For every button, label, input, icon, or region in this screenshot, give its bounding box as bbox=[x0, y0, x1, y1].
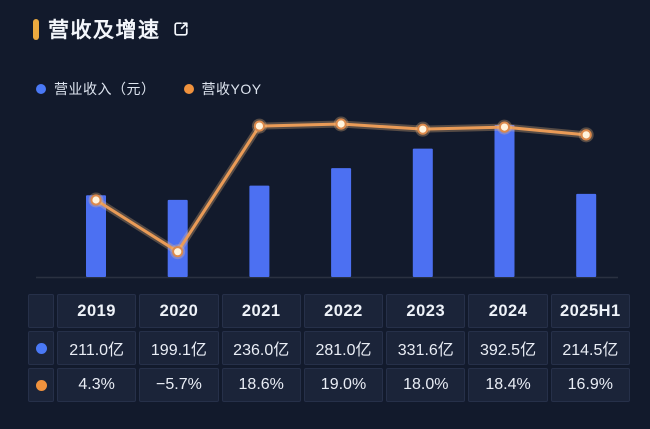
revenue-bar-2023[interactable] bbox=[412, 148, 433, 277]
legend-item-yoy[interactable]: 营收YOY bbox=[183, 79, 262, 99]
combo-chart bbox=[36, 116, 618, 279]
revenue-bar-2020[interactable] bbox=[167, 199, 188, 277]
revenue-bar-2022[interactable] bbox=[331, 168, 352, 277]
table-value-yoy-2023: 18.0% bbox=[386, 368, 466, 402]
table-value-revenue-2022: 281.0亿 bbox=[303, 331, 384, 365]
table-row-icon-cell bbox=[28, 331, 54, 365]
table-year-header-2025H1: 2025H1 bbox=[550, 294, 630, 328]
table-value-yoy-2021: 18.6% bbox=[221, 368, 301, 402]
yoy-point-2025H1[interactable] bbox=[580, 129, 592, 141]
table-year-header-2019: 2019 bbox=[57, 294, 137, 328]
table-value-revenue-2024: 392.5亿 bbox=[468, 331, 548, 365]
yoy-point-2022[interactable] bbox=[335, 118, 347, 130]
data-table: 2019 2020 2021 2022 2023 2024 2025H1 211.0亿 199.… bbox=[28, 294, 630, 402]
revenue-bar-2019[interactable] bbox=[86, 195, 106, 277]
card-header: 营收及增速 bbox=[33, 14, 190, 44]
chart-area bbox=[0, 90, 650, 290]
table-year-header-2024: 2024 bbox=[468, 294, 548, 328]
table-value-revenue-2025H1: 214.5亿 bbox=[550, 331, 630, 365]
table-value-yoy-2020: −5.7% bbox=[139, 368, 219, 402]
blue-dot-icon bbox=[35, 342, 47, 354]
revenue-bar-2024[interactable] bbox=[494, 125, 515, 277]
orange-legend-dot-icon bbox=[183, 84, 194, 94]
revenue-bar-2021[interactable] bbox=[249, 185, 270, 277]
external-link-icon[interactable] bbox=[172, 20, 190, 38]
yoy-point-2023[interactable] bbox=[417, 123, 429, 135]
orange-dot-icon bbox=[35, 379, 47, 391]
yoy-point-2019[interactable] bbox=[90, 194, 102, 206]
table-year-header-2023: 2023 bbox=[386, 294, 466, 328]
table-corner-cell bbox=[28, 294, 54, 328]
yoy-point-2020[interactable] bbox=[172, 246, 184, 258]
table-value-revenue-2023: 331.6亿 bbox=[386, 331, 466, 365]
table-value-yoy-2022: 19.0% bbox=[303, 368, 384, 402]
chart-legend: 营业收入（元） 营收YOY bbox=[36, 79, 262, 99]
page-title: 营收及增速 bbox=[48, 19, 161, 42]
table-row-icon-cell bbox=[28, 368, 54, 402]
blue-legend-dot-icon bbox=[36, 84, 46, 94]
table-value-yoy-2024: 18.4% bbox=[468, 368, 548, 402]
table-value-yoy-2025H1: 16.9% bbox=[550, 368, 630, 402]
title-accent-bar bbox=[33, 18, 39, 40]
legend-label: 营收YOY bbox=[201, 81, 262, 97]
legend-label: 营业收入（元） bbox=[54, 81, 156, 97]
table-value-revenue-2020: 199.1亿 bbox=[139, 331, 219, 365]
yoy-point-2021[interactable] bbox=[253, 120, 265, 132]
table-year-header-2020: 2020 bbox=[139, 294, 219, 328]
table-year-header-2021: 2021 bbox=[221, 294, 301, 328]
table-year-header-2022: 2022 bbox=[303, 294, 384, 328]
revenue-bar-2025H1[interactable] bbox=[576, 193, 597, 277]
table-value-yoy-2019: 4.3% bbox=[57, 368, 137, 402]
legend-item-revenue[interactable]: 营业收入（元） bbox=[36, 79, 156, 99]
table-value-revenue-2019: 211.0亿 bbox=[57, 331, 137, 365]
yoy-point-2024[interactable] bbox=[498, 121, 511, 133]
table-value-revenue-2021: 236.0亿 bbox=[221, 331, 301, 365]
